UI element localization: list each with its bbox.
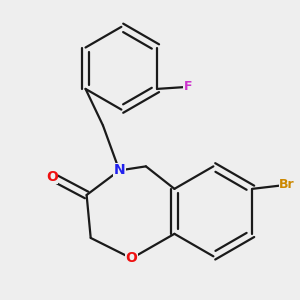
- Text: O: O: [126, 251, 137, 266]
- Text: O: O: [46, 169, 58, 184]
- Text: F: F: [184, 80, 192, 93]
- Text: N: N: [113, 164, 125, 177]
- Text: Br: Br: [279, 178, 295, 191]
